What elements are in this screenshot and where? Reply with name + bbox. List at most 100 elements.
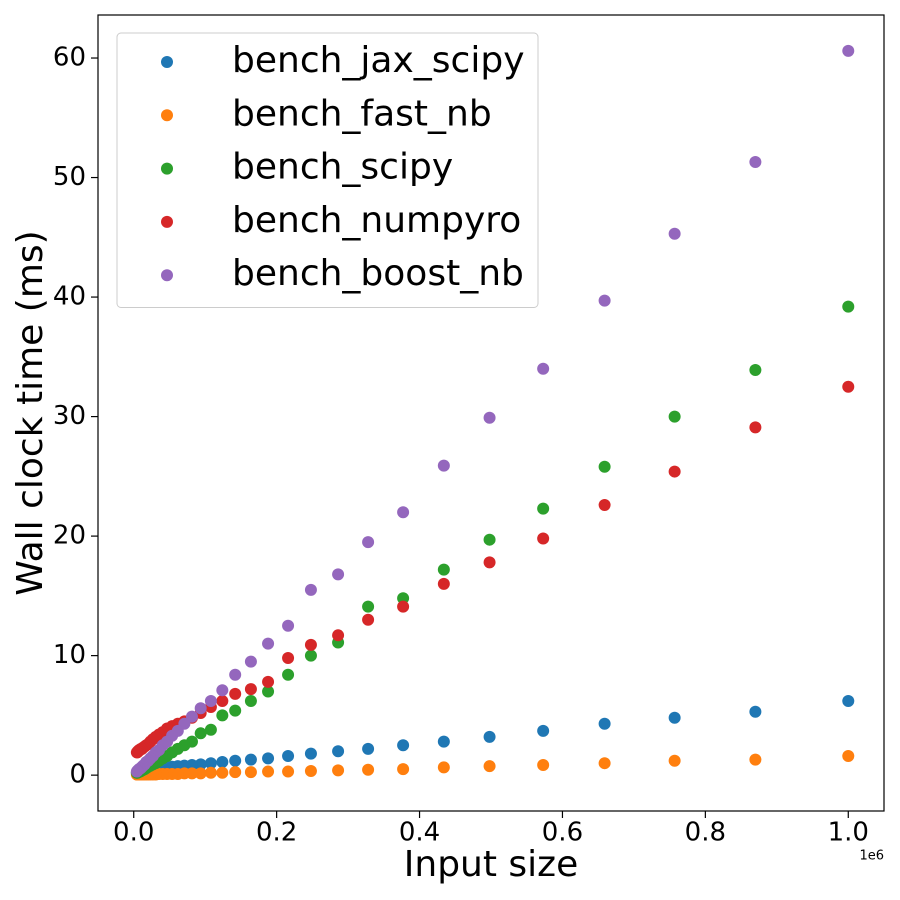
point [842, 44, 855, 57]
point [282, 652, 295, 665]
point [185, 710, 198, 723]
point [282, 765, 295, 778]
point [362, 536, 375, 549]
point [437, 563, 450, 576]
point [842, 695, 855, 708]
point [282, 668, 295, 681]
legend-box [116, 32, 539, 308]
point [537, 724, 550, 737]
point [437, 761, 450, 774]
point [304, 649, 317, 662]
point [262, 675, 275, 688]
point [229, 766, 242, 779]
point [244, 766, 257, 779]
point [204, 766, 217, 779]
legend-marker [161, 56, 173, 68]
point [397, 739, 410, 752]
point [598, 499, 611, 512]
point [229, 687, 242, 700]
point [537, 758, 550, 771]
point [204, 757, 217, 770]
x-tick-label: 0.6 [542, 818, 583, 848]
legend-label: bench_boost_nb [232, 253, 524, 294]
point [304, 638, 317, 651]
legend-label: bench_scipy [232, 147, 453, 188]
legend-label: bench_jax_scipy [232, 40, 525, 81]
point [397, 506, 410, 519]
point [668, 410, 681, 423]
point [282, 619, 295, 632]
point [362, 742, 375, 755]
point [483, 730, 496, 743]
y-tick-label: 30 [53, 401, 86, 431]
y-tick-label: 40 [53, 282, 86, 312]
x-axis-label: Input size [404, 844, 578, 885]
point [537, 502, 550, 515]
plot-frame [97, 14, 885, 812]
point [842, 300, 855, 313]
point [304, 764, 317, 777]
point [668, 754, 681, 767]
y-tick-label: 60 [53, 43, 86, 73]
y-tick-label: 50 [53, 162, 86, 192]
point [362, 613, 375, 626]
point [194, 702, 207, 715]
point [537, 532, 550, 545]
point [229, 704, 242, 717]
x-tick-label: 0.8 [685, 818, 726, 848]
point [204, 723, 217, 736]
point [130, 746, 143, 759]
point [194, 758, 207, 771]
y-axis-label: Wall clock time (ms) [10, 230, 51, 595]
point [749, 753, 762, 766]
point [216, 684, 229, 697]
point [537, 362, 550, 375]
point [216, 766, 229, 779]
point [262, 765, 275, 778]
point [332, 764, 345, 777]
point [668, 465, 681, 478]
y-tick-label: 0 [69, 760, 86, 790]
x-tick-label: 0.4 [399, 818, 440, 848]
point [598, 757, 611, 770]
point [244, 655, 257, 668]
point [668, 227, 681, 240]
point [749, 363, 762, 376]
legend-marker [161, 269, 173, 282]
point [216, 695, 229, 708]
point [749, 156, 762, 169]
point [668, 711, 681, 724]
point [437, 459, 450, 472]
legend-marker [161, 215, 173, 228]
point [332, 568, 345, 581]
point [332, 745, 345, 758]
point [362, 600, 375, 613]
legend-label: bench_numpyro [232, 200, 521, 241]
x-tick-label: 0.2 [256, 818, 297, 848]
x-tick-label: 0.0 [113, 818, 154, 848]
point [216, 755, 229, 768]
y-tick-label: 10 [53, 640, 86, 670]
point [194, 767, 207, 780]
point [842, 750, 855, 763]
point [229, 754, 242, 767]
point [483, 411, 496, 424]
y-tick-label: 20 [53, 521, 86, 551]
x-offset-label: 1e6 [859, 849, 884, 864]
point [397, 592, 410, 605]
point [244, 683, 257, 696]
point [437, 577, 450, 590]
point [194, 727, 207, 740]
point [304, 583, 317, 596]
point [304, 747, 317, 760]
point [244, 695, 257, 708]
point [397, 600, 410, 613]
legend-label: bench_fast_nb [232, 93, 492, 134]
point [483, 556, 496, 569]
point [244, 753, 257, 766]
point [842, 380, 855, 393]
point [598, 460, 611, 473]
point [437, 735, 450, 748]
point [749, 705, 762, 718]
point [397, 763, 410, 776]
